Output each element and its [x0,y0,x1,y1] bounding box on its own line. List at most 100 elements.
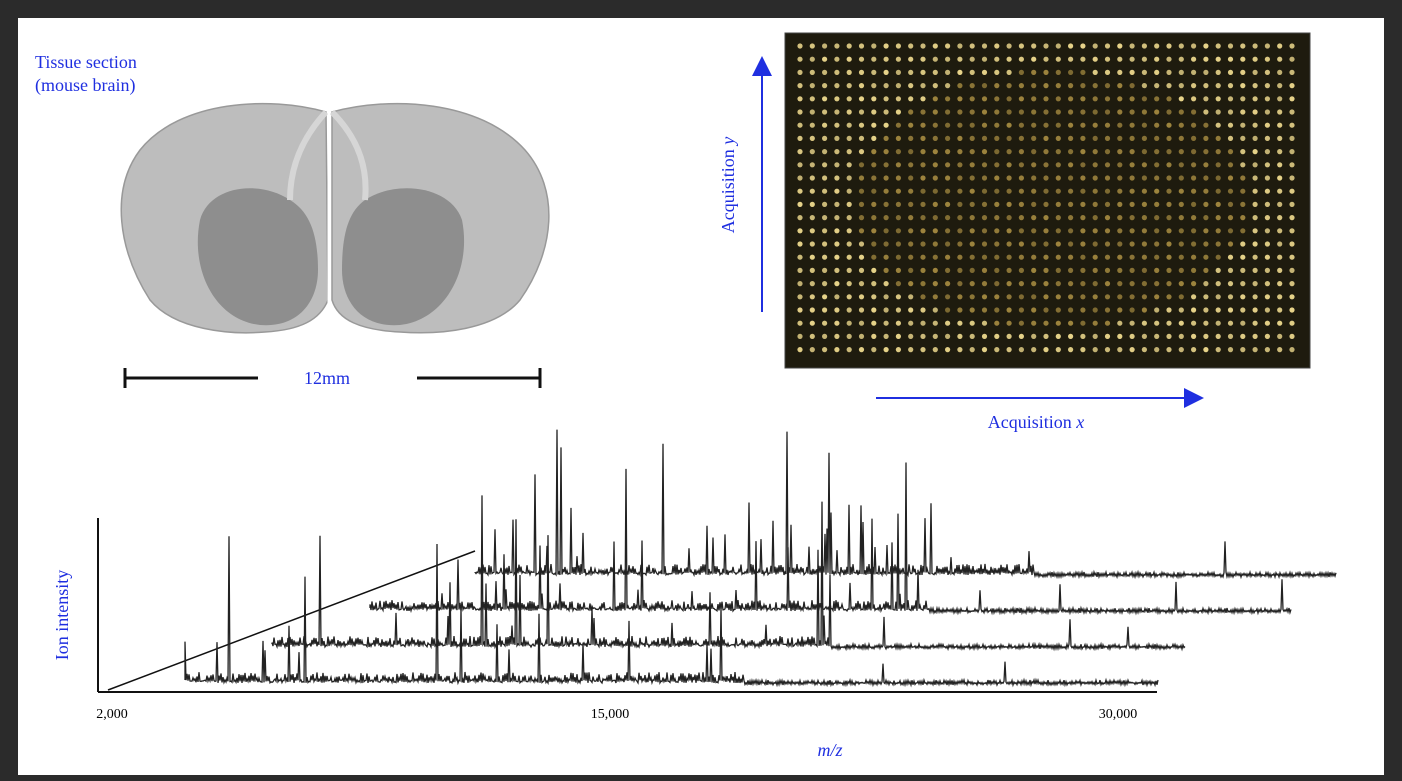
spot [1117,241,1123,247]
spot [1191,347,1197,353]
spot [1215,294,1221,300]
spot [858,241,865,247]
spot [1031,188,1037,194]
spot [1129,333,1135,339]
spot [1141,43,1147,49]
spot [871,228,877,234]
spot [994,320,1000,326]
spot [945,294,951,300]
spot [883,294,889,300]
spot [1104,320,1111,326]
spot [1104,267,1111,273]
spot [945,254,951,260]
spot [797,281,803,287]
spot [969,109,975,115]
spot [1055,135,1061,141]
spot [1166,228,1172,234]
spot [1240,307,1246,313]
spot [1191,267,1197,273]
spot [1117,175,1123,181]
spot [1191,43,1197,49]
spot [871,333,877,339]
spot [1166,347,1172,353]
spot [1264,215,1270,221]
spot [797,201,803,207]
spot [895,254,902,260]
spot [883,267,889,273]
spot [1031,320,1037,326]
spot [981,122,988,128]
spot [1031,96,1037,102]
spot [1203,122,1209,128]
spot [1018,149,1024,155]
spot [1043,43,1049,49]
spot [1215,320,1221,326]
spot [1178,135,1184,141]
spot [908,83,914,89]
spot [1252,294,1258,300]
spot [822,162,828,168]
spot [1277,307,1283,313]
spot [1178,175,1184,181]
spot [1006,96,1012,102]
spot [1055,228,1061,234]
spot [809,122,815,128]
spot [969,254,975,260]
spot [1043,347,1049,353]
spot [822,83,828,89]
spot [846,254,852,260]
spot [1191,254,1197,260]
spot [1006,333,1012,339]
spot [1264,254,1270,260]
spot [822,188,828,194]
spot [846,175,852,181]
spot [1215,69,1221,75]
spot [1080,347,1086,353]
spot [1080,281,1086,287]
spot [908,69,914,75]
spot [1043,162,1049,168]
spot [1080,69,1086,75]
spot [1289,320,1295,326]
spot [846,267,852,273]
spot [1092,109,1098,115]
spot [1006,241,1012,247]
spot [1227,347,1234,353]
spectrum-trace [271,495,1186,652]
spot [797,188,803,194]
spot [1240,149,1246,155]
spot [1215,135,1221,141]
spot [834,83,840,89]
spot [822,347,828,353]
spot [1018,241,1024,247]
spot [981,175,988,181]
spot [1092,96,1098,102]
spot [1092,215,1098,221]
spot [1252,69,1258,75]
spot [846,83,852,89]
spot [1104,83,1111,89]
spot [858,135,865,141]
spot [945,307,951,313]
spot [1068,96,1074,102]
spot [1191,122,1197,128]
spot [981,333,988,339]
spot [1031,294,1037,300]
spot [1104,307,1111,313]
spot [883,83,889,89]
spot [846,122,852,128]
spot [809,188,815,194]
spot [797,215,803,221]
spot [1240,122,1246,128]
spot [822,96,828,102]
spot [1104,135,1111,141]
spot [1043,188,1049,194]
spot [920,149,926,155]
spot [1141,201,1147,207]
spot [1166,254,1172,260]
spot [846,149,852,155]
spot [994,254,1000,260]
spot [1092,122,1098,128]
spot [1215,347,1221,353]
spot [846,307,852,313]
